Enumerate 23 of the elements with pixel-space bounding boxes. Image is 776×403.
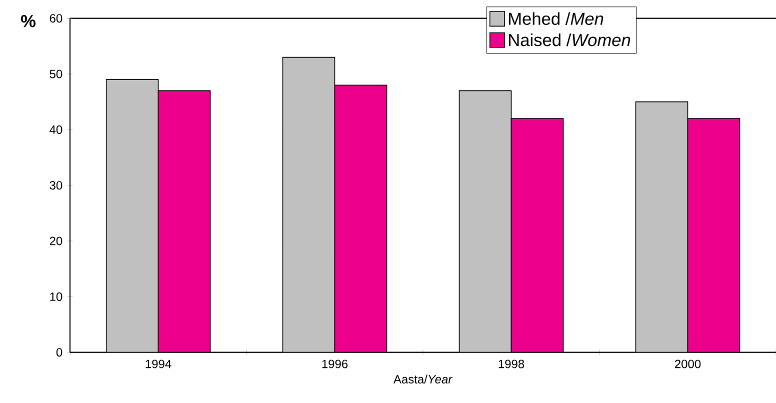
x-tick-label: 1998 [498, 360, 524, 368]
y-tick-label: 20 [50, 236, 62, 246]
bar [106, 79, 159, 352]
bar [334, 84, 388, 352]
bar [282, 56, 336, 352]
y-tick-label: 0 [56, 348, 62, 357]
bar [510, 118, 564, 352]
y-axis-title: % [20, 15, 36, 28]
x-axis-title: Aasta/Year [393, 374, 453, 384]
bar [687, 118, 740, 352]
bar [458, 90, 512, 352]
y-tick-label: 40 [50, 125, 62, 134]
y-tick-label: 10 [50, 292, 62, 301]
legend-label: Naised /Women [509, 33, 630, 46]
legend-label: Mehed /Men [509, 12, 604, 25]
x-tick-label: 2000 [675, 360, 701, 368]
bar [158, 90, 211, 352]
y-tick-label: 30 [50, 181, 62, 190]
y-tick-label: 50 [50, 70, 62, 78]
y-tick-label: 60 [50, 14, 62, 23]
bar [635, 101, 688, 352]
x-tick-label: 1994 [146, 360, 172, 368]
x-tick-label: 1996 [322, 360, 348, 368]
